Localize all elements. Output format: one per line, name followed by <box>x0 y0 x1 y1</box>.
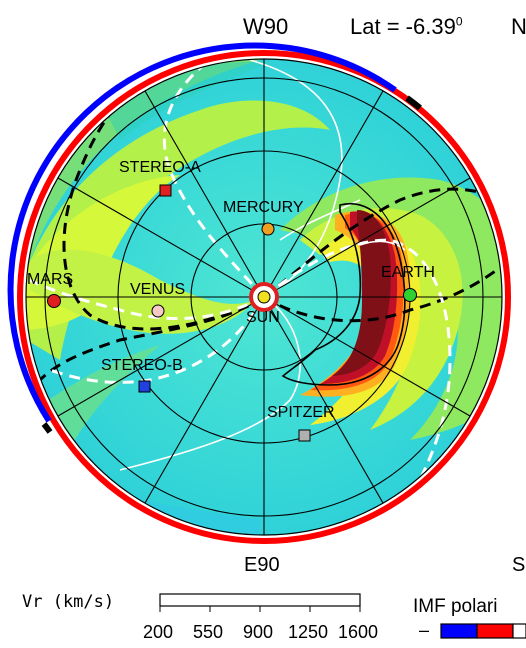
direction-south-label: S <box>512 554 526 576</box>
vr-tick-1600: 1600 <box>338 622 379 642</box>
sun-marker[interactable] <box>249 282 279 312</box>
stereo-b-label: STEREO-B <box>101 357 183 374</box>
direction-w90-label: W90 <box>243 14 289 39</box>
imf-polarity-label: IMF polari <box>413 596 498 617</box>
direction-e90-label: E90 <box>244 554 280 576</box>
mercury-label: MERCURY <box>223 199 304 216</box>
vr-tick-1250: 1250 <box>288 622 329 642</box>
vr-colorbar <box>159 593 361 612</box>
imf-polarity-colorbar <box>440 623 526 639</box>
imf-spiral-lines-white <box>29 59 452 501</box>
vr-tick-900: 900 <box>243 622 274 642</box>
cme-contour <box>281 203 406 386</box>
imf-polarity-ring <box>7 42 511 544</box>
stereo-b-marker[interactable] <box>138 380 151 393</box>
vr-tick-200: 200 <box>143 622 174 642</box>
direction-north-label: N <box>511 14 526 39</box>
sun-label: SUN <box>246 309 280 326</box>
vr-tick-550: 550 <box>193 622 224 642</box>
latitude-label: Lat = -6.390 <box>350 14 463 39</box>
venus-marker[interactable] <box>151 304 165 318</box>
venus-label: VENUS <box>130 281 186 298</box>
spitzer-marker[interactable] <box>298 429 311 442</box>
imf-negative-sign: – <box>419 620 430 640</box>
vr-units-label: Vr (km/s) <box>22 592 115 612</box>
earth-marker[interactable] <box>403 288 417 302</box>
plot-disc-outline <box>25 58 503 536</box>
spitzer-label: SPITZER <box>267 404 335 421</box>
stereo-a-marker[interactable] <box>159 184 172 197</box>
mars-label: MARS <box>27 271 74 288</box>
stereo-a-label: STEREO-A <box>119 159 201 176</box>
mercury-marker[interactable] <box>261 222 275 236</box>
earth-label: EARTH <box>381 264 435 281</box>
mars-marker[interactable] <box>47 294 61 308</box>
